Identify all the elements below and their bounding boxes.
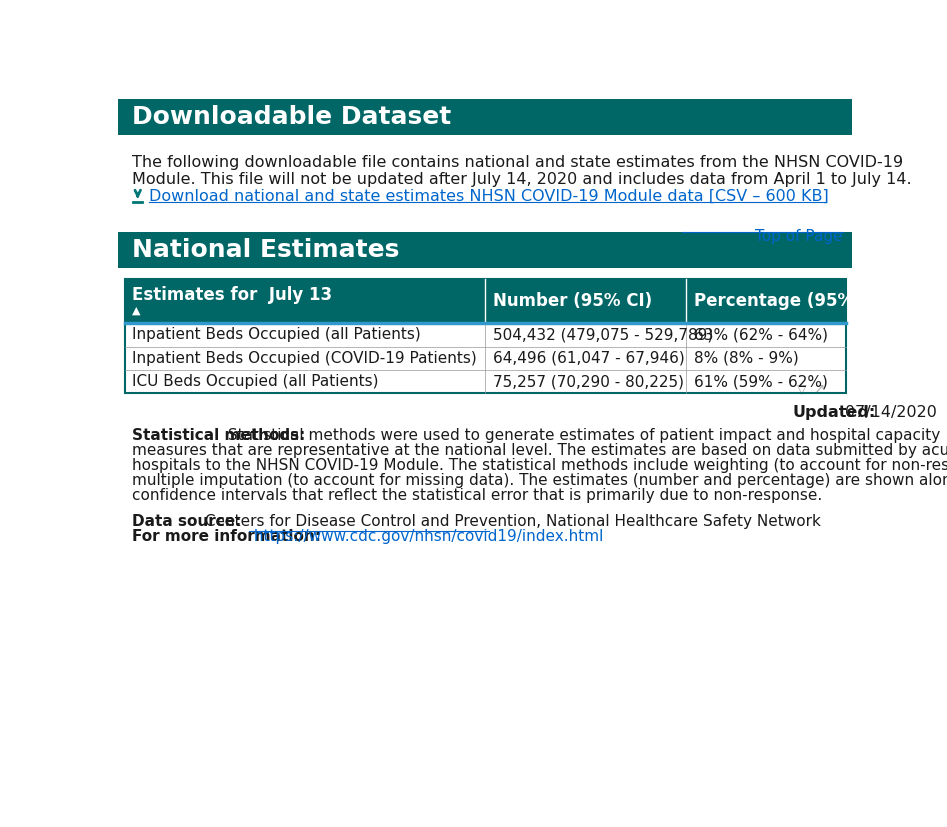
Text: Statistical methods were used to generate estimates of patient impact and hospit: Statistical methods were used to generat…	[223, 428, 940, 443]
Text: Top of Page: Top of Page	[756, 229, 843, 244]
Text: Number (95% CI): Number (95% CI)	[492, 292, 652, 310]
Text: ICU Beds Occupied (all Patients): ICU Beds Occupied (all Patients)	[133, 374, 379, 390]
Text: Estimates for  July 13: Estimates for July 13	[133, 286, 332, 304]
Text: ▽  ↗: ▽ ↗	[797, 383, 825, 395]
Text: Inpatient Beds Occupied (all Patients): Inpatient Beds Occupied (all Patients)	[133, 327, 421, 342]
Text: 75,257 (70,290 - 80,225): 75,257 (70,290 - 80,225)	[492, 374, 684, 390]
Text: hospitals to the NHSN COVID-19 Module. The statistical methods include weighting: hospitals to the NHSN COVID-19 Module. T…	[133, 458, 947, 473]
Text: Data source:: Data source:	[133, 514, 241, 529]
Text: Downloadable Dataset: Downloadable Dataset	[133, 105, 452, 129]
Text: The following downloadable file contains national and state estimates from the N: The following downloadable file contains…	[133, 155, 903, 170]
Text: Updated:: Updated:	[793, 405, 876, 420]
Text: multiple imputation (to account for missing data). The estimates (number and per: multiple imputation (to account for miss…	[133, 473, 947, 488]
Text: 63% (62% - 64%): 63% (62% - 64%)	[694, 327, 829, 342]
FancyBboxPatch shape	[125, 323, 846, 347]
FancyBboxPatch shape	[125, 347, 846, 370]
Text: confidence intervals that reflect the statistical error that is primarily due to: confidence intervals that reflect the st…	[133, 488, 823, 503]
Text: 504,432 (479,075 - 529,789): 504,432 (479,075 - 529,789)	[492, 327, 713, 342]
Text: Percentage (95% CI): Percentage (95% CI)	[694, 292, 886, 310]
Text: For more information:: For more information:	[133, 529, 321, 544]
Text: 07/14/2020: 07/14/2020	[846, 405, 938, 420]
Text: 64,496 (61,047 - 67,946): 64,496 (61,047 - 67,946)	[492, 351, 685, 366]
Text: ▲: ▲	[133, 306, 141, 316]
Text: Download national and state estimates NHSN COVID-19 Module data [CSV – 600 KB]: Download national and state estimates NH…	[150, 189, 830, 203]
Text: https://www.cdc.gov/nhsn/covid19/index.html: https://www.cdc.gov/nhsn/covid19/index.h…	[248, 529, 603, 544]
Text: Inpatient Beds Occupied (COVID-19 Patients): Inpatient Beds Occupied (COVID-19 Patien…	[133, 351, 477, 366]
Text: Centers for Disease Control and Prevention, National Healthcare Safety Network: Centers for Disease Control and Preventi…	[200, 514, 821, 529]
FancyBboxPatch shape	[125, 279, 846, 323]
Text: National Estimates: National Estimates	[133, 238, 400, 262]
FancyBboxPatch shape	[118, 99, 852, 136]
Text: measures that are representative at the national level. The estimates are based : measures that are representative at the …	[133, 443, 947, 458]
Text: 61% (59% - 62%): 61% (59% - 62%)	[694, 374, 828, 390]
Text: 8% (8% - 9%): 8% (8% - 9%)	[694, 351, 799, 366]
FancyBboxPatch shape	[118, 232, 852, 268]
Text: Statistical methods:: Statistical methods:	[133, 428, 306, 443]
FancyBboxPatch shape	[125, 370, 846, 394]
Text: Module. This file will not be updated after July 14, 2020 and includes data from: Module. This file will not be updated af…	[133, 172, 912, 187]
